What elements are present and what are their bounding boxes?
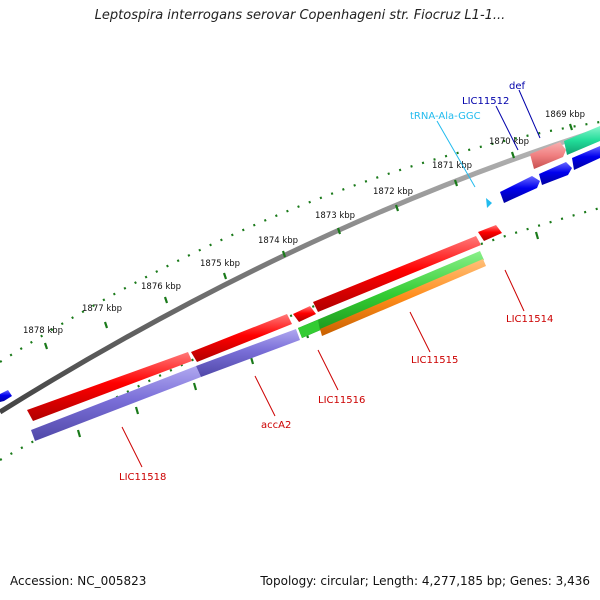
features-forward	[0, 126, 600, 402]
major-ticks-outer	[43, 123, 574, 350]
feature-accA2-red[interactable]	[191, 314, 292, 362]
label-leaders	[121, 89, 541, 468]
accession-text: Accession: NC_005823	[10, 574, 147, 588]
gene-label-lic11516: LIC11516	[318, 395, 365, 406]
genome-summary-text: Topology: circular; Length: 4,277,185 bp…	[260, 574, 590, 588]
feature-small-red[interactable]	[293, 306, 316, 322]
scale-label: 1875 kbp	[200, 259, 240, 269]
gene-label-def: def	[509, 81, 526, 92]
scale-label: 1878 kbp	[23, 326, 63, 336]
gene-label-lic11515: LIC11515	[411, 355, 458, 366]
feature-pink-lic11512[interactable]	[530, 142, 566, 169]
feature-blue-3[interactable]	[572, 146, 600, 170]
scale-label: 1873 kbp	[315, 211, 355, 221]
scale-labels: 1869 kbp 1870 kbp 1871 kbp 1872 kbp 1873…	[23, 110, 585, 336]
feature-lic11514-red[interactable]	[478, 225, 502, 241]
outer-tick-ring	[0, 120, 600, 363]
feature-blue-2[interactable]	[539, 162, 572, 185]
feature-lic11518-purple[interactable]	[31, 366, 201, 441]
feature-trna[interactable]	[486, 198, 492, 208]
feature-lic11515-red[interactable]	[313, 236, 481, 312]
scale-label: 1870 kbp	[489, 137, 529, 147]
genome-backbone	[0, 127, 600, 415]
scale-label: 1876 kbp	[141, 282, 181, 292]
feature-lic11516-green-arrowcap	[298, 320, 320, 338]
gene-label-lic11514: LIC11514	[506, 314, 553, 325]
scale-label: 1871 kbp	[432, 161, 472, 171]
feature-lic11516-green[interactable]	[298, 251, 484, 338]
feature-blue-1[interactable]	[500, 176, 540, 203]
gene-label-lic11518: LIC11518	[119, 472, 166, 483]
features-reverse	[31, 251, 486, 441]
scale-label: 1869 kbp	[545, 110, 585, 120]
features-red-track	[27, 225, 502, 421]
scale-label: 1872 kbp	[373, 187, 413, 197]
gene-labels: def LIC11512 tRNA-Ala-GGC LIC11514 LIC11…	[119, 81, 553, 483]
feature-teal-def[interactable]	[564, 126, 600, 155]
gene-label-trna-ala-ggc: tRNA-Ala-GGC	[410, 111, 481, 122]
scale-label: 1874 kbp	[258, 236, 298, 246]
feature-lic11515-orange[interactable]	[320, 259, 486, 336]
feature-accA2-purple[interactable]	[196, 329, 300, 377]
scale-label: 1877 kbp	[82, 304, 122, 314]
gene-label-lic11512: LIC11512	[462, 96, 509, 107]
feature-blue-left[interactable]	[0, 390, 12, 402]
map-title: Leptospira interrogans serovar Copenhage…	[94, 8, 506, 23]
feature-lic11518-red[interactable]	[27, 352, 192, 421]
gene-label-acca2: accA2	[261, 420, 291, 431]
